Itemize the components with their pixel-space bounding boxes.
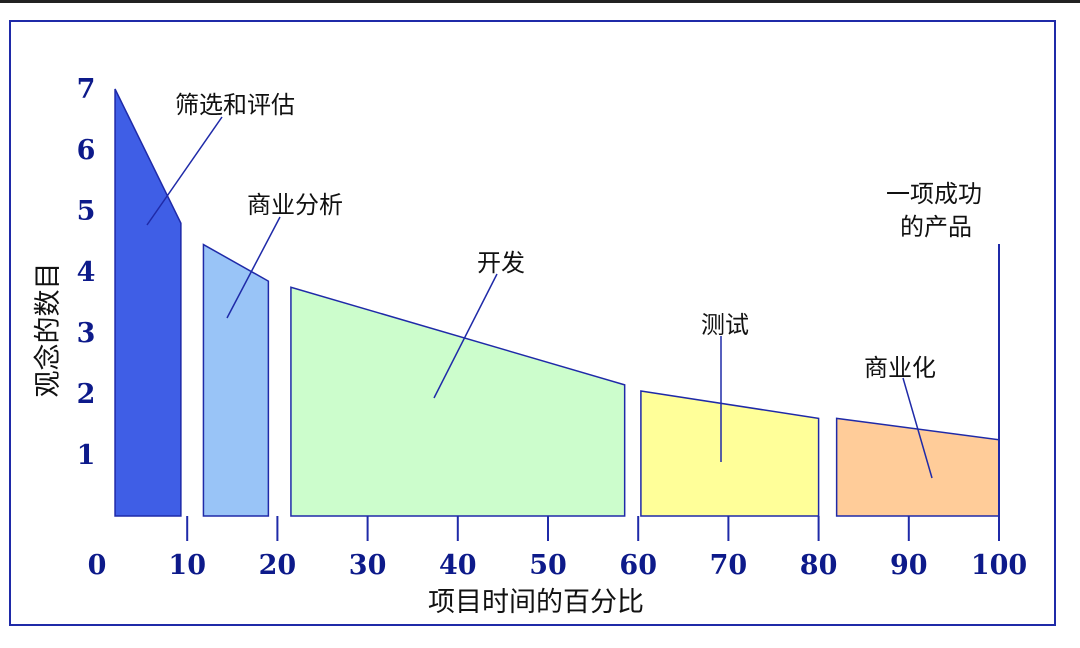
leader-line-2 <box>226 216 281 319</box>
top-rule <box>0 0 1080 3</box>
stage-area-1 <box>114 88 182 517</box>
x-tick-label-10: 10 <box>168 550 206 581</box>
annotation-screening: 筛选和评估 <box>175 91 295 119</box>
y-tick-label-2: 2 <box>77 379 96 410</box>
y-tick-label-5: 5 <box>77 196 96 227</box>
chart-frame <box>9 20 1056 626</box>
x-tick-label-30: 30 <box>349 550 387 581</box>
annotation-development: 开发 <box>477 249 525 277</box>
y-tick-label-6: 6 <box>77 135 96 166</box>
x-tick-label-50: 50 <box>529 550 567 581</box>
x-tick-labels: 0 10 20 30 40 50 60 70 80 90 100 <box>88 550 1028 581</box>
x-tick-label-0: 0 <box>88 550 107 581</box>
y-tick-label-3: 3 <box>77 318 96 349</box>
stage-area-5 <box>835 417 1000 517</box>
y-tick-labels: 1 2 3 4 5 6 7 <box>77 74 96 471</box>
x-tick-label-20: 20 <box>259 550 297 581</box>
x-tick-label-40: 40 <box>439 550 477 581</box>
x-axis-ticks <box>186 516 1000 541</box>
stage-area-4 <box>640 390 820 517</box>
annotation-commercialization: 商业化 <box>864 354 936 382</box>
x-tick-label-90: 90 <box>890 550 928 581</box>
x-tick-label-100: 100 <box>971 550 1027 581</box>
stage-area-3 <box>290 286 626 517</box>
leader-line-1 <box>146 116 223 226</box>
x-tick-label-80: 80 <box>800 550 838 581</box>
stage-areas <box>114 88 1000 517</box>
x-tick-label-70: 70 <box>710 550 748 581</box>
annotation-final-product-line1: 一项成功 <box>886 180 982 208</box>
y-tick-label-4: 4 <box>77 257 96 288</box>
leader-line-5 <box>902 377 933 479</box>
annotation-final-product-line2: 的产品 <box>900 213 972 241</box>
annotation-business-analysis: 商业分析 <box>247 191 343 219</box>
x-axis-title: 项目时间的百分比 <box>428 587 644 618</box>
annotation-leaders <box>146 116 933 479</box>
stage-area-2 <box>202 243 270 517</box>
y-tick-label-1: 1 <box>77 440 96 471</box>
leader-line-3 <box>433 273 498 399</box>
x-tick-label-60: 60 <box>619 550 657 581</box>
annotation-testing: 测试 <box>701 311 749 339</box>
y-axis-title: 观念的数目 <box>33 263 64 398</box>
y-tick-label-7: 7 <box>77 74 96 105</box>
